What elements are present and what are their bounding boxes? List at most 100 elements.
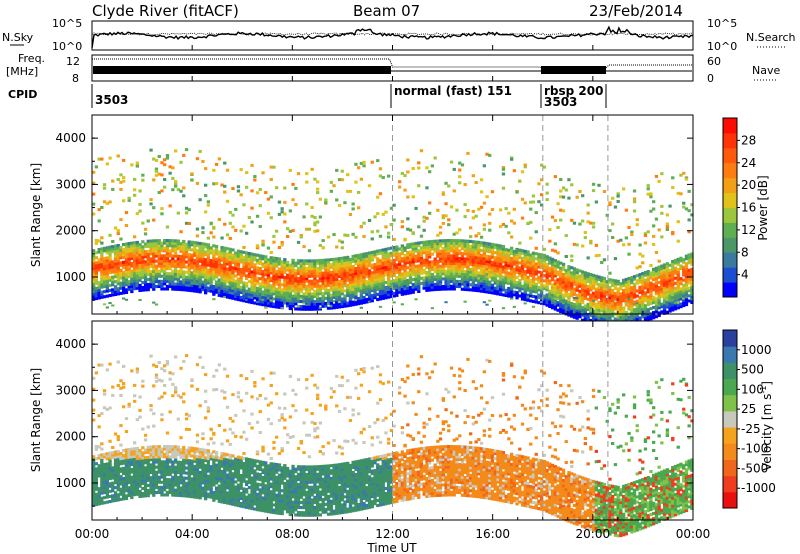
power-cell	[471, 263, 475, 267]
power-cell	[671, 267, 675, 271]
power-cell	[160, 259, 164, 263]
power-cell	[490, 242, 495, 246]
power-cell	[545, 262, 549, 266]
power-cell	[389, 284, 394, 288]
power-cell	[499, 290, 503, 294]
power-cell	[668, 296, 672, 300]
power-cell	[228, 275, 232, 279]
power-cell	[594, 274, 598, 278]
power-cell	[122, 243, 126, 247]
power-cell	[477, 258, 481, 262]
power-cell	[485, 257, 489, 261]
power-cell	[108, 271, 112, 275]
power-cell	[105, 281, 109, 285]
power-cell	[583, 281, 587, 285]
power-cell	[141, 178, 145, 182]
power-cell	[687, 253, 691, 257]
power-cell	[193, 253, 197, 257]
power-cell	[414, 267, 418, 271]
power-cell	[504, 258, 508, 262]
power-cell	[275, 274, 279, 278]
power-cell	[236, 298, 241, 302]
power-cell	[335, 298, 339, 302]
power-cell	[520, 267, 525, 271]
power-cell	[479, 235, 484, 239]
power-cell	[567, 280, 571, 284]
power-cell	[381, 268, 385, 272]
power-cell	[94, 241, 98, 245]
power-cell	[113, 264, 118, 268]
power-cell	[660, 310, 664, 314]
power-cell	[619, 307, 623, 311]
power-cell	[652, 316, 656, 320]
power-cell	[398, 285, 402, 289]
power-cell	[152, 285, 156, 289]
power-cell	[370, 286, 374, 290]
power-cell	[550, 298, 555, 302]
velocity-cell	[133, 454, 137, 458]
power-cell	[214, 285, 219, 289]
velocity-cell	[102, 470, 107, 474]
power-cell	[591, 309, 596, 313]
cpid-segment-4: 3503	[544, 95, 577, 109]
power-cell	[389, 223, 394, 227]
power-cell	[616, 192, 620, 196]
power-cell	[239, 278, 243, 282]
power-cell	[414, 275, 418, 279]
power-cell	[302, 302, 306, 305]
power-cell	[414, 287, 418, 291]
power-cell	[682, 205, 686, 209]
power-cell	[690, 272, 694, 276]
power-cell	[591, 294, 596, 298]
power-cell	[223, 284, 227, 288]
power-cell	[234, 269, 238, 273]
power-cell	[376, 264, 380, 268]
power-cell	[575, 304, 579, 308]
power-cell	[392, 301, 396, 304]
power-cell	[559, 279, 563, 283]
power-cell	[108, 200, 112, 204]
power-cell	[419, 271, 424, 275]
power-cell	[116, 289, 120, 293]
power-cell	[100, 280, 104, 284]
power-cell	[632, 318, 637, 322]
power-cell	[458, 241, 462, 245]
power-cell	[542, 294, 547, 298]
power-cell	[422, 271, 426, 275]
power-cell	[540, 193, 544, 197]
power-cell	[449, 277, 454, 281]
power-cell	[425, 276, 429, 280]
power-cell	[649, 302, 653, 306]
power-cell	[231, 284, 235, 288]
power-cell	[474, 286, 478, 290]
power-cell	[510, 259, 514, 263]
power-cell	[97, 219, 101, 223]
power-cell	[286, 291, 290, 295]
power-cell	[206, 245, 210, 249]
power-cell	[236, 264, 241, 268]
power-cell	[447, 284, 451, 288]
power-cell	[531, 254, 536, 258]
power-cell	[231, 187, 235, 191]
velocity-cell	[111, 484, 115, 488]
power-cell	[316, 307, 320, 311]
power-cell	[351, 277, 355, 281]
power-cell	[332, 296, 336, 300]
power-cell	[335, 303, 339, 307]
power-cell	[501, 265, 506, 269]
power-cell	[171, 272, 175, 276]
power-cell	[316, 180, 320, 184]
colorbar-swatch	[723, 267, 737, 283]
power-cell	[673, 292, 678, 296]
power-cell	[682, 258, 686, 262]
power-cell	[157, 269, 161, 273]
power-cell	[518, 294, 522, 298]
velocity-cell	[130, 452, 134, 456]
power-cell	[466, 283, 470, 287]
power-cell	[138, 202, 142, 206]
power-cell	[305, 227, 309, 231]
power-cell	[400, 172, 404, 175]
power-cell	[316, 302, 320, 306]
power-cell	[529, 207, 533, 211]
power-cell	[417, 269, 421, 273]
